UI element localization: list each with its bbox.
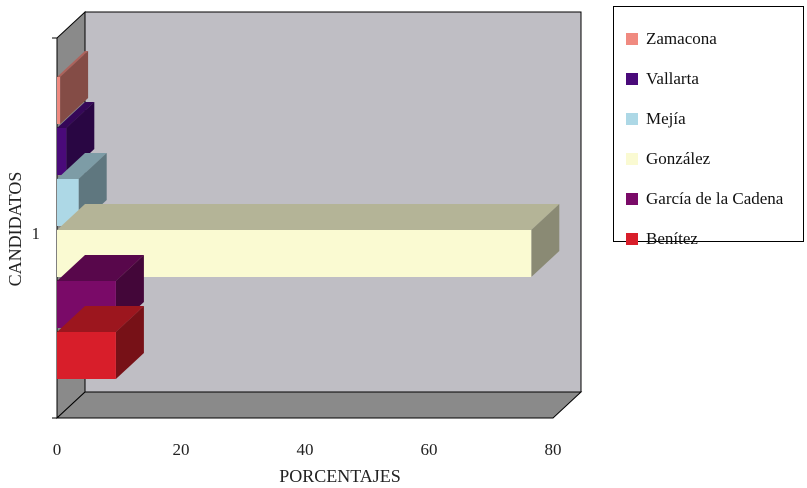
legend-label: Vallarta [646, 69, 699, 88]
legend-swatch [626, 153, 638, 165]
y-tick-label-1: 1 [32, 224, 41, 243]
legend-swatch [626, 233, 638, 245]
legend-item: González [626, 148, 710, 170]
x-axis-title: PORCENTAJES [279, 466, 401, 486]
bar-side-0 [60, 51, 89, 124]
legend-item: Zamacona [626, 28, 717, 50]
legend-label: Zamacona [646, 29, 717, 48]
bar-ben-tez [57, 332, 116, 379]
x-tick-label-60: 60 [421, 440, 438, 459]
legend-swatch [626, 33, 638, 45]
bar-side-3 [531, 204, 560, 277]
bar-side-1 [66, 102, 95, 175]
legend-swatch [626, 73, 638, 85]
bar-vallarta [57, 128, 67, 175]
bar-mej-a [57, 179, 79, 226]
legend-item: Benítez [626, 228, 698, 250]
back-wall [84, 11, 582, 393]
x-tick-label-20: 20 [173, 440, 190, 459]
bar-top-4 [57, 255, 144, 281]
x-tick-label-0: 0 [53, 440, 62, 459]
x-tick-label-40: 40 [297, 440, 314, 459]
floor [55, 391, 583, 419]
bar-zamacona [57, 77, 61, 124]
bar-side-5 [115, 306, 144, 379]
legend: Zamacona Vallarta Mejía González García de l… [613, 6, 804, 248]
bar-top-5 [57, 306, 144, 332]
legend-item: Vallarta [626, 68, 699, 90]
legend-label: González [646, 149, 711, 168]
legend-swatch [626, 193, 638, 205]
bar-top-0 [57, 51, 89, 77]
x-tick-label-80: 80 [545, 440, 562, 459]
legend-label: Benítez [646, 229, 698, 248]
bar-top-2 [57, 153, 107, 179]
y-axis-title: CANDIDATOS [5, 172, 25, 287]
bar-top-3 [57, 204, 560, 230]
legend-item: García de la Cadena [626, 188, 783, 210]
legend-label: García de la Cadena [646, 189, 784, 208]
legend-label: Mejía [646, 109, 686, 128]
legend-swatch [626, 113, 638, 125]
legend-item: Mejía [626, 108, 686, 130]
bar-top-1 [57, 102, 95, 128]
